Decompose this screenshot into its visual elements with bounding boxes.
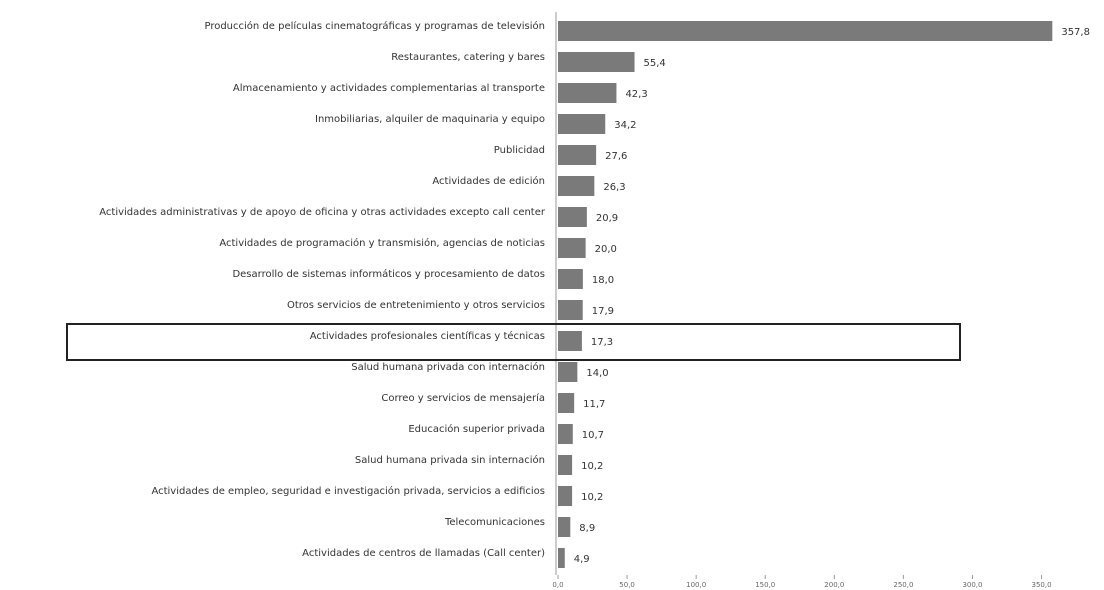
value-label: 42,3 <box>625 89 647 100</box>
value-label: 17,3 <box>591 337 613 348</box>
bar <box>558 517 571 537</box>
x-tick-label: 100,0 <box>686 581 706 589</box>
value-label: 34,2 <box>614 120 636 131</box>
category-label: Publicidad <box>494 145 545 156</box>
bar <box>558 52 635 72</box>
value-label: 357,8 <box>1061 27 1090 38</box>
bar <box>558 486 573 506</box>
category-label: Salud humana privada sin internación <box>355 454 545 466</box>
value-label: 10,2 <box>581 461 603 472</box>
value-label: 8,9 <box>579 523 595 534</box>
bar <box>558 207 587 227</box>
category-label: Actividades profesionales científicas y … <box>310 330 545 342</box>
value-label: 14,0 <box>586 368 608 379</box>
x-tick-label: 0,0 <box>552 581 563 589</box>
category-label: Salud humana privada con internación <box>351 361 545 373</box>
category-label: Educación superior privada <box>408 423 545 435</box>
bar <box>558 548 565 568</box>
bar <box>558 83 617 103</box>
bar <box>558 176 595 196</box>
value-label: 18,0 <box>592 275 614 286</box>
category-label: Actividades de programación y transmisió… <box>219 237 545 249</box>
x-tick-label: 350,0 <box>1032 581 1052 589</box>
category-label: Actividades de centros de llamadas (Call… <box>302 548 545 559</box>
category-label: Inmobiliarias, alquiler de maquinaria y … <box>315 114 545 125</box>
bar <box>558 362 578 382</box>
x-tick-label: 250,0 <box>893 581 913 589</box>
x-tick-label: 50,0 <box>619 581 635 589</box>
value-label: 11,7 <box>583 399 605 410</box>
bar <box>558 424 573 444</box>
value-label: 10,7 <box>582 430 604 441</box>
category-label: Producción de películas cinematográficas… <box>204 20 545 32</box>
value-label: 17,9 <box>592 306 614 317</box>
bar <box>558 21 1053 41</box>
bar <box>558 393 575 413</box>
value-label: 26,3 <box>603 182 625 193</box>
category-label: Otros servicios de entretenimiento y otr… <box>287 300 545 311</box>
value-label: 27,6 <box>605 151 627 162</box>
category-label: Correo y servicios de mensajería <box>381 392 545 404</box>
x-tick-label: 300,0 <box>962 581 982 589</box>
category-label: Actividades de empleo, seguridad e inves… <box>151 485 545 497</box>
category-label: Almacenamiento y actividades complementa… <box>233 83 545 94</box>
value-label: 20,9 <box>596 213 618 224</box>
category-label: Restaurantes, catering y bares <box>391 52 545 63</box>
x-tick-label: 150,0 <box>755 581 775 589</box>
value-label: 55,4 <box>644 58 666 69</box>
bar <box>558 238 586 258</box>
category-label: Actividades de edición <box>432 175 545 187</box>
bar <box>558 300 583 320</box>
value-label: 10,2 <box>581 492 603 503</box>
bar <box>558 145 597 165</box>
bar <box>558 331 582 351</box>
x-tick-label: 200,0 <box>824 581 844 589</box>
highlight-box <box>66 323 961 361</box>
value-label: 20,0 <box>595 244 617 255</box>
value-label: 4,9 <box>574 554 590 565</box>
bar <box>558 114 606 134</box>
category-label: Desarrollo de sistemas informáticos y pr… <box>232 268 545 280</box>
category-label: Actividades administrativas y de apoyo d… <box>99 207 546 218</box>
bar <box>558 269 583 289</box>
category-label: Telecomunicaciones <box>444 517 545 528</box>
bar <box>558 455 573 475</box>
